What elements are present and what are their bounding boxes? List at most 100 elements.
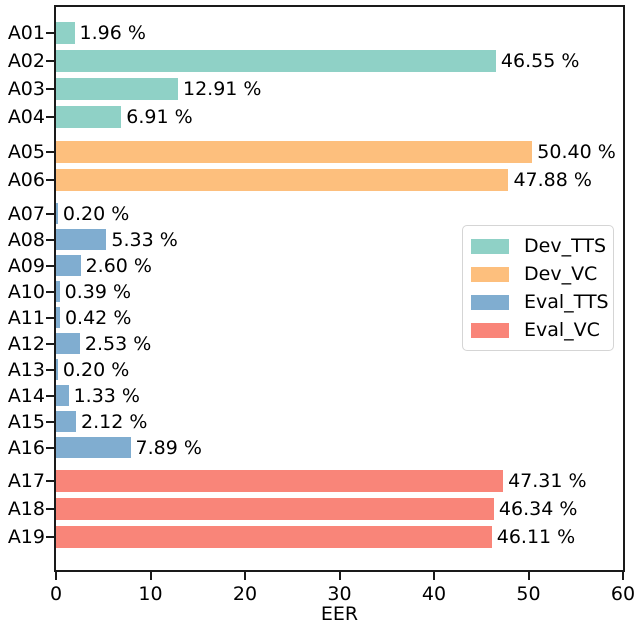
y-tick-mark	[46, 290, 54, 293]
y-tick-mark	[46, 88, 54, 90]
bar	[56, 333, 80, 354]
bar	[56, 437, 131, 458]
y-tick-label: A15	[7, 410, 45, 433]
x-tick-label: 40	[421, 583, 447, 605]
legend-swatch	[471, 294, 509, 310]
y-tick-mark	[46, 151, 54, 153]
legend-entry: Dev_VC	[471, 260, 605, 288]
bar-value-label: 0.42 %	[64, 306, 132, 329]
bar	[56, 281, 60, 302]
y-tick-label: A03	[7, 78, 45, 100]
y-tick-mark	[46, 480, 54, 482]
bar	[56, 526, 492, 548]
bar	[56, 385, 69, 406]
bar	[56, 78, 178, 100]
bar	[56, 307, 60, 328]
x-tick-label: 20	[232, 583, 258, 605]
x-axis-label: EER	[320, 603, 359, 625]
y-tick-label: A14	[7, 384, 45, 407]
x-tick-mark	[149, 572, 152, 580]
y-tick-mark	[46, 394, 54, 397]
y-tick-label: A17	[7, 470, 45, 492]
x-tick-mark	[244, 572, 246, 580]
legend: Dev_TTS Dev_VC Eval_TTS Eval_VC	[462, 225, 614, 351]
y-tick-mark	[46, 179, 54, 181]
bar	[56, 229, 107, 250]
y-tick-mark	[46, 32, 54, 34]
x-tick-label: 50	[516, 583, 541, 605]
y-tick-label: A06	[7, 169, 45, 191]
legend-label: Eval_TTS	[524, 291, 609, 313]
bar	[56, 169, 509, 191]
y-tick-label: A02	[7, 50, 45, 72]
legend-label: Dev_VC	[524, 263, 598, 285]
legend-label: Dev_TTS	[524, 235, 607, 257]
y-tick-mark	[46, 116, 54, 118]
legend-swatch	[471, 238, 509, 254]
y-tick-mark	[46, 536, 54, 538]
bar-value-label: 50.40 %	[537, 141, 616, 163]
x-tick-mark	[527, 572, 530, 580]
bar	[56, 255, 81, 276]
y-tick-label: A09	[7, 254, 45, 277]
bar	[56, 470, 504, 492]
bar	[56, 411, 77, 432]
y-tick-mark	[46, 316, 54, 319]
bar	[56, 498, 494, 520]
bar	[56, 359, 58, 380]
bar-value-label: 47.31 %	[508, 470, 587, 492]
y-tick-label: A04	[7, 106, 45, 128]
y-tick-mark	[46, 264, 54, 267]
bar-value-label: 0.39 %	[64, 280, 132, 303]
legend-entry: Dev_TTS	[471, 232, 607, 260]
legend-swatch	[471, 266, 509, 282]
bar	[56, 203, 58, 224]
bar-value-label: 2.60 %	[85, 254, 152, 277]
bar-value-label: 46.11 %	[496, 526, 576, 548]
bar-value-label: 1.96 %	[79, 22, 146, 44]
x-tick-mark	[433, 572, 435, 580]
y-tick-label: A11	[7, 306, 45, 329]
legend-entry: Eval_VC	[471, 316, 605, 344]
y-tick-mark	[46, 212, 54, 215]
y-tick-label: A18	[7, 498, 45, 520]
legend-swatch	[471, 322, 509, 338]
y-tick-label: A12	[7, 332, 45, 355]
legend-entry: Eval_TTS	[471, 288, 609, 316]
bar-value-label: 46.34 %	[498, 498, 578, 520]
bar-value-label: 2.12 %	[81, 410, 148, 433]
bar-value-label: 12.91 %	[182, 78, 262, 100]
bar	[56, 106, 122, 128]
y-tick-mark	[46, 368, 54, 371]
bar-value-label: 0.20 %	[62, 358, 130, 381]
bar-value-label: 2.53 %	[84, 332, 152, 355]
bar-value-label: 46.55 %	[500, 50, 580, 72]
y-tick-label: A10	[7, 280, 45, 303]
bar	[56, 50, 496, 72]
x-tick-mark	[338, 572, 341, 580]
bar-value-label: 47.88 %	[513, 169, 592, 191]
x-tick-label: 30	[327, 583, 352, 605]
y-tick-label: A07	[7, 202, 45, 225]
bar-value-label: 6.91 %	[126, 106, 193, 128]
y-tick-label: A19	[7, 526, 45, 548]
x-tick-mark	[622, 572, 624, 580]
y-tick-label: A08	[7, 228, 45, 251]
bar	[56, 141, 533, 163]
y-tick-mark	[46, 238, 54, 241]
y-tick-mark	[46, 508, 54, 510]
legend-label: Eval_VC	[524, 319, 600, 341]
y-tick-label: A05	[7, 141, 45, 163]
y-tick-label: A16	[7, 436, 45, 459]
x-tick-label: 10	[138, 583, 163, 605]
bar-value-label: 5.33 %	[111, 228, 178, 251]
y-tick-mark	[46, 342, 54, 345]
y-tick-mark	[46, 446, 54, 449]
y-tick-mark	[46, 60, 54, 62]
bar-value-label: 1.33 %	[73, 384, 140, 407]
y-tick-mark	[46, 420, 54, 423]
bar	[56, 22, 75, 44]
x-tick-mark	[55, 572, 57, 580]
x-tick-label: 0	[49, 583, 63, 605]
